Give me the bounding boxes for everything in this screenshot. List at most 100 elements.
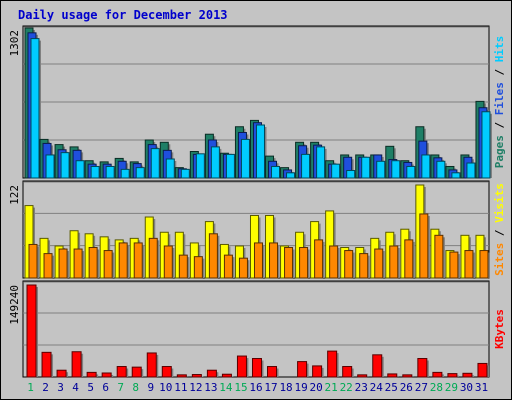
bar-sites-day-15 xyxy=(238,257,248,279)
bar-kbytes-day-26 xyxy=(402,374,413,378)
bar-kbytes-day-23 xyxy=(357,374,368,378)
bar-kbytes-day-21 xyxy=(327,350,338,378)
bar-kbytes-day-3 xyxy=(56,369,67,378)
bar-hits-day-9 xyxy=(150,148,160,179)
bar-hits-day-31 xyxy=(481,111,491,179)
day-label-7: 7 xyxy=(117,381,124,394)
bar-kbytes-day-13 xyxy=(206,369,217,378)
bar-hits-day-23 xyxy=(361,156,371,179)
bar-kbytes-day-2 xyxy=(41,351,52,378)
bar-hits-day-21 xyxy=(331,163,341,179)
bar-hits-day-30 xyxy=(466,162,476,179)
bar-sites-day-12 xyxy=(193,256,203,279)
bar-kbytes-day-15 xyxy=(236,355,247,378)
day-label-1: 1 xyxy=(27,381,34,394)
bar-hits-day-15 xyxy=(240,138,250,179)
bar-sites-day-21 xyxy=(329,245,339,279)
bar-kbytes-day-8 xyxy=(131,366,142,378)
bar-hits-day-8 xyxy=(135,167,145,179)
bar-hits-day-25 xyxy=(391,160,401,179)
bar-kbytes-day-16 xyxy=(251,358,262,378)
bar-kbytes-day-10 xyxy=(161,366,172,378)
bar-kbytes-day-19 xyxy=(297,361,308,378)
legend-separator: / xyxy=(493,62,506,82)
bar-hits-day-29 xyxy=(451,172,461,179)
bar-sites-day-8 xyxy=(133,242,143,279)
bar-hits-day-28 xyxy=(436,160,446,179)
bar-hits-day-1 xyxy=(30,38,40,179)
bar-kbytes-day-17 xyxy=(267,366,278,378)
bar-kbytes-day-14 xyxy=(221,373,232,378)
bar-hits-day-19 xyxy=(301,153,311,179)
day-label-17: 17 xyxy=(264,381,277,394)
bar-sites-day-5 xyxy=(88,247,98,279)
day-label-19: 19 xyxy=(294,381,307,394)
panel-visits-ymax-label: 122 xyxy=(8,185,21,205)
bar-hits-day-16 xyxy=(255,124,265,179)
panel-visits-legend: Sites / Visits xyxy=(493,183,506,276)
bar-hits-day-24 xyxy=(376,160,386,179)
day-label-20: 20 xyxy=(310,381,323,394)
day-label-9: 9 xyxy=(147,381,154,394)
bar-kbytes-day-11 xyxy=(176,374,187,378)
legend-sites: Sites xyxy=(493,243,506,276)
legend-kbytes: KBytes xyxy=(493,309,506,349)
legend-separator: / xyxy=(493,115,506,135)
panel-kbytes-legend: KBytes xyxy=(493,309,506,349)
bar-hits-day-13 xyxy=(210,146,220,179)
bar-sites-day-13 xyxy=(208,233,218,279)
bar-hits-day-27 xyxy=(421,154,431,179)
bar-kbytes-day-9 xyxy=(146,352,157,378)
bar-hits-day-12 xyxy=(195,153,205,179)
bar-sites-day-25 xyxy=(389,245,399,279)
bar-sites-day-22 xyxy=(344,250,354,279)
bar-hits-day-3 xyxy=(60,152,70,179)
bar-sites-day-16 xyxy=(253,242,263,279)
bar-sites-day-31 xyxy=(479,250,489,279)
bar-sites-day-3 xyxy=(58,248,68,279)
bar-hits-day-6 xyxy=(105,165,115,179)
bar-hits-day-11 xyxy=(180,168,190,179)
panel-kbytes-ymax-label: 149240 xyxy=(8,285,21,325)
bar-kbytes-day-30 xyxy=(462,372,473,378)
day-label-4: 4 xyxy=(72,381,79,394)
bar-hits-day-14 xyxy=(225,153,235,179)
bar-sites-day-10 xyxy=(163,245,173,279)
bar-sites-day-28 xyxy=(434,234,444,279)
day-label-5: 5 xyxy=(87,381,94,394)
panel-hits-legend: Pages / Files / Hits xyxy=(493,36,506,169)
bar-hits-day-26 xyxy=(406,165,416,179)
bar-sites-day-9 xyxy=(148,237,158,279)
bar-sites-day-20 xyxy=(314,239,324,279)
bar-kbytes-day-28 xyxy=(432,371,443,378)
legend-visits: Visits xyxy=(493,183,506,223)
bar-kbytes-day-12 xyxy=(191,374,202,378)
bar-hits-day-4 xyxy=(75,160,85,179)
day-label-15: 15 xyxy=(234,381,247,394)
bar-kbytes-day-6 xyxy=(101,372,112,378)
panel-hits-ymax-label: 1302 xyxy=(8,30,21,57)
bar-kbytes-day-5 xyxy=(86,371,97,378)
chart-title: Daily usage for December 2013 xyxy=(18,8,228,22)
day-label-25: 25 xyxy=(385,381,398,394)
bar-sites-day-27 xyxy=(419,213,429,279)
day-label-29: 29 xyxy=(445,381,458,394)
bar-hits-day-2 xyxy=(45,154,55,179)
day-label-12: 12 xyxy=(189,381,202,394)
legend-hits: Hits xyxy=(493,36,506,63)
legend-pages: Pages xyxy=(493,135,506,168)
day-label-6: 6 xyxy=(102,381,109,394)
bar-kbytes-day-29 xyxy=(447,373,458,378)
bar-kbytes-day-1 xyxy=(26,284,37,378)
bar-hits-day-22 xyxy=(346,170,356,179)
bar-sites-day-6 xyxy=(103,250,113,279)
day-label-18: 18 xyxy=(279,381,292,394)
legend-separator: / xyxy=(493,223,506,243)
day-label-21: 21 xyxy=(325,381,338,394)
day-label-13: 13 xyxy=(204,381,217,394)
legend-files: Files xyxy=(493,82,506,115)
day-label-26: 26 xyxy=(400,381,413,394)
bar-hits-day-17 xyxy=(271,165,281,179)
bar-sites-day-18 xyxy=(284,247,294,279)
